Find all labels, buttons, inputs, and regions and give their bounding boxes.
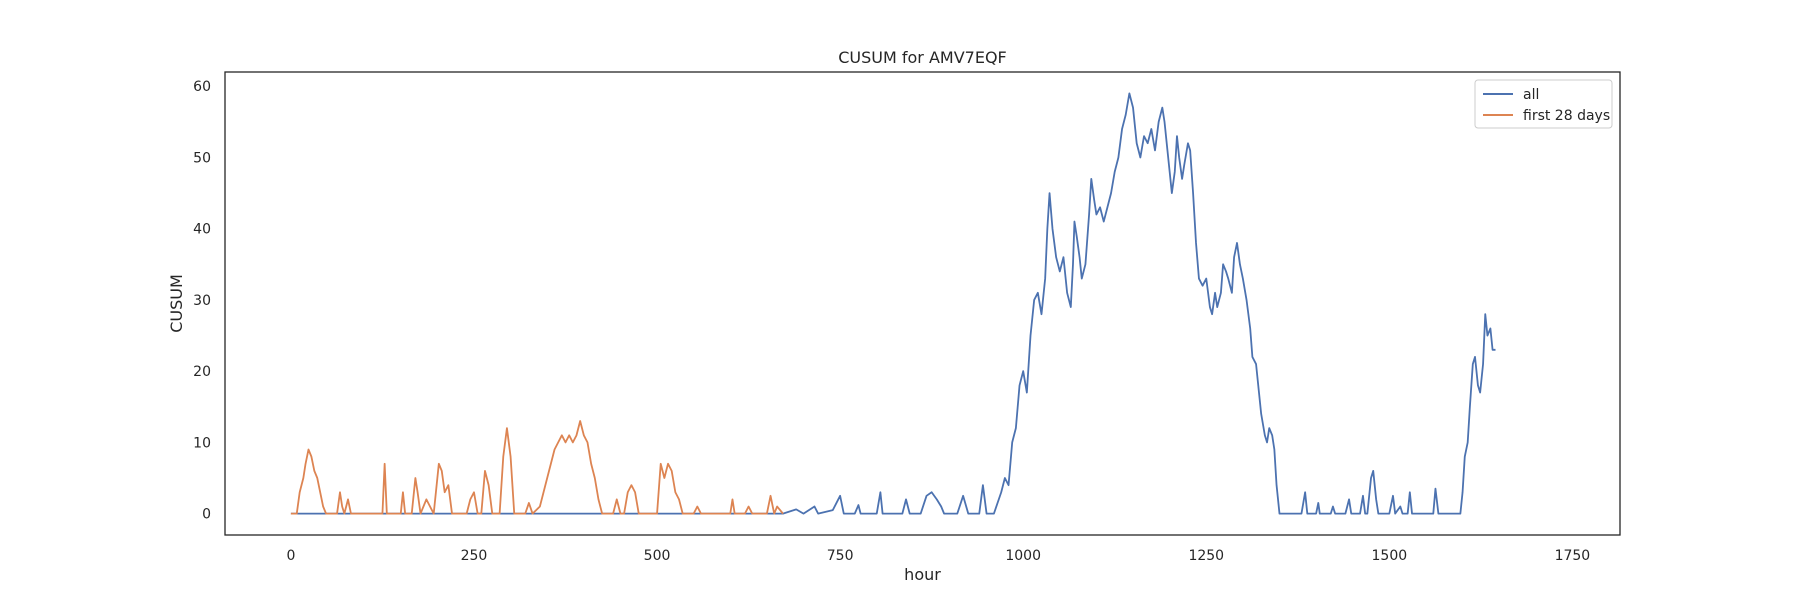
series-line-all xyxy=(290,92,1496,515)
x-tick-label: 1750 xyxy=(1555,548,1591,564)
y-tick-label: 30 xyxy=(193,293,211,309)
y-tick-label: 10 xyxy=(193,435,211,451)
x-tick-label: 1250 xyxy=(1188,548,1224,564)
y-tick-label: 20 xyxy=(193,364,211,380)
legend-entry: all xyxy=(1523,87,1539,103)
y-tick-label: 60 xyxy=(193,79,211,95)
legend: all first 28 days xyxy=(1474,79,1613,129)
x-tick-label: 500 xyxy=(644,548,671,564)
x-tick-label: 250 xyxy=(461,548,488,564)
x-tick-label: 1500 xyxy=(1372,548,1408,564)
chart-title: CUSUM for AMV7EQF xyxy=(838,48,1007,67)
legend-entry: first 28 days xyxy=(1523,108,1610,124)
y-tick-label: 40 xyxy=(193,222,211,238)
plot-frame xyxy=(224,71,1621,536)
x-tick-label: 1000 xyxy=(1005,548,1041,564)
x-axis-label: hour xyxy=(904,565,941,584)
y-axis-label: CUSUM xyxy=(167,274,186,333)
x-tick-label: 0 xyxy=(286,548,295,564)
y-tick-label: 50 xyxy=(193,150,211,166)
y-axis: 0 10 20 30 40 50 60 xyxy=(193,79,211,522)
series-layer xyxy=(290,92,1496,515)
x-axis: 0 250 500 750 1000 1250 1500 1750 xyxy=(286,548,1590,564)
x-tick-label: 750 xyxy=(827,548,854,564)
y-tick-label: 0 xyxy=(202,507,211,523)
series-line-first-28-days xyxy=(290,420,784,515)
